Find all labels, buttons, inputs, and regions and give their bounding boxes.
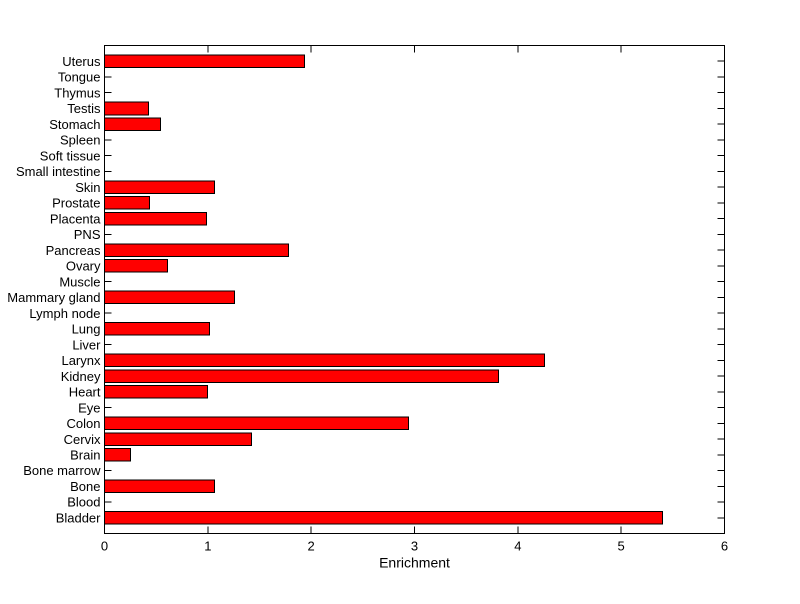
- svg-text:Mammary gland: Mammary gland: [7, 290, 100, 305]
- svg-text:Cervix: Cervix: [64, 432, 101, 447]
- svg-text:5: 5: [618, 539, 625, 554]
- svg-text:0: 0: [101, 539, 108, 554]
- svg-text:PNS: PNS: [74, 227, 101, 242]
- svg-text:Larynx: Larynx: [61, 353, 101, 368]
- svg-text:4: 4: [514, 539, 521, 554]
- svg-text:Stomach: Stomach: [49, 117, 100, 132]
- svg-text:Spleen: Spleen: [60, 133, 100, 148]
- svg-text:Lung: Lung: [72, 322, 101, 337]
- svg-text:Placenta: Placenta: [50, 211, 101, 226]
- svg-text:Bone: Bone: [70, 479, 100, 494]
- svg-text:Bone marrow: Bone marrow: [23, 463, 101, 478]
- svg-text:Prostate: Prostate: [52, 196, 100, 211]
- svg-text:Brain: Brain: [70, 447, 100, 462]
- svg-text:Skin: Skin: [75, 180, 100, 195]
- svg-text:Uterus: Uterus: [62, 54, 101, 69]
- svg-text:Blood: Blood: [67, 495, 100, 510]
- svg-text:Small intestine: Small intestine: [16, 164, 101, 179]
- svg-text:Tongue: Tongue: [58, 70, 101, 85]
- svg-text:2: 2: [308, 539, 315, 554]
- svg-text:Thymus: Thymus: [54, 85, 101, 100]
- svg-text:Kidney: Kidney: [61, 369, 101, 384]
- svg-text:3: 3: [411, 539, 418, 554]
- svg-text:Muscle: Muscle: [59, 274, 100, 289]
- svg-text:Lymph node: Lymph node: [29, 306, 100, 321]
- svg-text:Bladder: Bladder: [56, 510, 101, 525]
- svg-text:Ovary: Ovary: [66, 259, 101, 274]
- svg-text:Soft tissue: Soft tissue: [40, 148, 101, 163]
- svg-text:Enrichment: Enrichment: [379, 555, 450, 571]
- svg-text:Testis: Testis: [67, 101, 101, 116]
- svg-text:Eye: Eye: [78, 400, 100, 415]
- svg-text:Pancreas: Pancreas: [46, 243, 101, 258]
- svg-text:Colon: Colon: [67, 416, 101, 431]
- svg-text:6: 6: [721, 539, 728, 554]
- svg-text:Liver: Liver: [72, 337, 101, 352]
- svg-text:Heart: Heart: [69, 385, 101, 400]
- svg-text:1: 1: [204, 539, 211, 554]
